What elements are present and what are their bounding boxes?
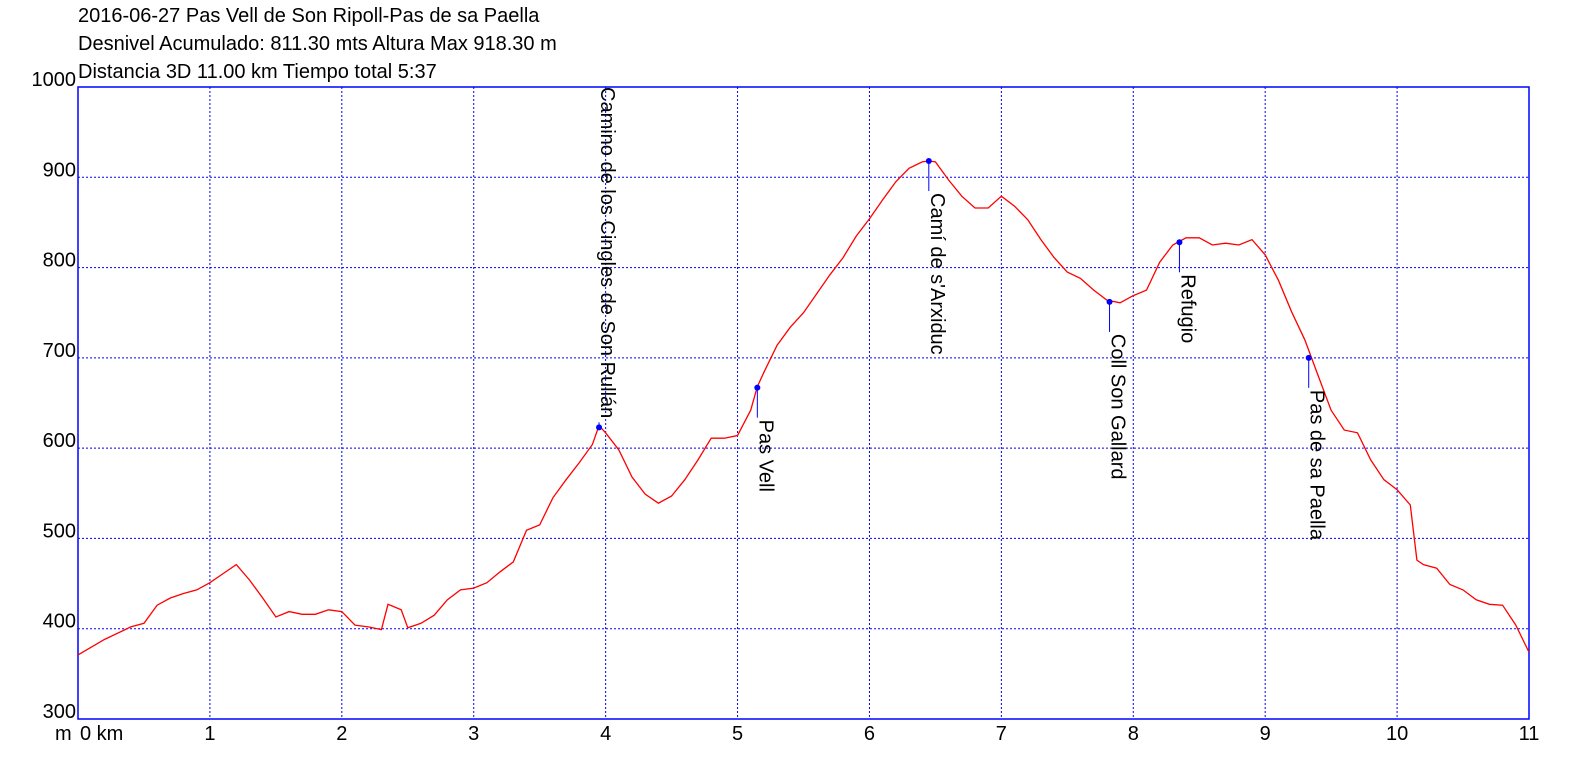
waypoint-label: Coll Son Gallard — [1107, 334, 1129, 480]
y-tick-label: 700 — [43, 340, 76, 362]
y-tick-label: 1000 — [32, 69, 77, 91]
y-tick-label: 800 — [43, 250, 76, 272]
waypoint-marker — [596, 424, 603, 431]
waypoint-label: Pas de sa Paella — [1306, 390, 1328, 541]
plot-border — [77, 86, 1530, 720]
x-tick-label: 2 — [336, 723, 347, 745]
y-tick-label: 300 — [43, 701, 76, 723]
waypoint-marker — [1305, 354, 1312, 361]
waypoint-label: Pas Vell — [754, 420, 776, 492]
title-line: 2016-06-27 Pas Vell de Son Ripoll-Pas de… — [78, 5, 540, 27]
title-line: Distancia 3D 11.00 km Tiempo total 5:37 — [78, 61, 437, 83]
y-tick-label: 500 — [43, 520, 76, 542]
y-axis-label: m — [55, 723, 72, 745]
waypoint-label: Refugio — [1176, 274, 1198, 343]
waypoint-marker — [1176, 239, 1183, 246]
x-tick-label: 6 — [864, 723, 875, 745]
x-tick-label: 9 — [1260, 723, 1271, 745]
x-tick-label: 8 — [1128, 723, 1139, 745]
title-line: Desnivel Acumulado: 811.30 mts Altura Ma… — [78, 33, 557, 55]
x-tick-label: 7 — [996, 723, 1007, 745]
waypoint-label: Camí de s'Arxiduc — [926, 193, 948, 355]
x-tick-label: 10 — [1386, 723, 1408, 745]
waypoint-label: Camino de los Cingles de Son Rullán — [596, 87, 618, 418]
elevation-line — [77, 160, 1530, 656]
x-tick-label: 1 — [204, 723, 215, 745]
waypoint-marker — [754, 384, 761, 391]
x-tick-label: 11 — [1519, 723, 1540, 745]
x-tick-label: 3 — [468, 723, 479, 745]
y-tick-label: 600 — [43, 430, 76, 452]
y-tick-label: 900 — [43, 159, 76, 181]
x-tick-label: 0 km — [80, 723, 123, 745]
y-tick-label: 400 — [43, 611, 76, 633]
x-tick-label: 4 — [600, 723, 611, 745]
x-tick-label: 5 — [732, 723, 743, 745]
waypoint-marker — [1106, 298, 1113, 305]
waypoint-marker — [925, 158, 932, 165]
